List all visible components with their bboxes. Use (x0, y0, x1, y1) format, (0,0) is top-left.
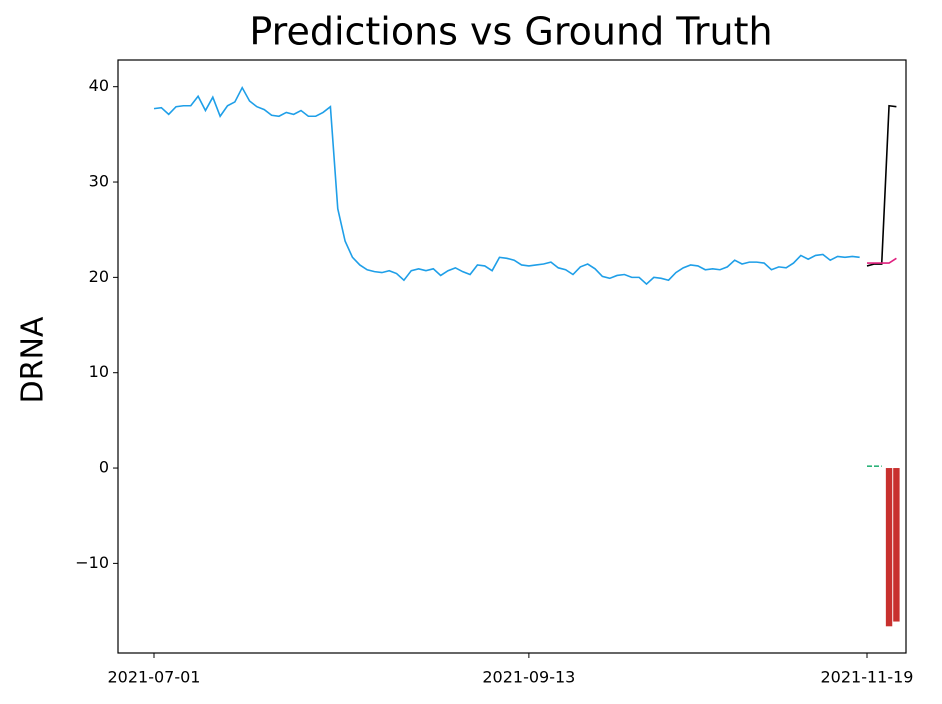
y-tick-label: 30 (89, 172, 109, 191)
x-tick-label: 2021-07-01 (108, 668, 201, 687)
y-tick-label: 40 (89, 76, 109, 95)
axes-frame (117, 59, 907, 654)
y-tick-label: 10 (89, 362, 109, 381)
line (867, 257, 897, 264)
chart-title: Predictions vs Ground Truth (249, 10, 772, 54)
line (866, 104, 897, 267)
x-tick-label: 2021-09-13 (482, 668, 575, 687)
y-tick-label: 20 (89, 267, 109, 286)
y-tick-label: −10 (75, 553, 109, 572)
bar (893, 468, 900, 622)
bar (885, 468, 893, 627)
line (153, 85, 860, 286)
x-tick-label: 2021-11-19 (821, 668, 914, 687)
y-axis-label: DRNA (16, 316, 51, 403)
y-tick-label: 0 (99, 458, 109, 477)
plot-area (153, 85, 900, 627)
